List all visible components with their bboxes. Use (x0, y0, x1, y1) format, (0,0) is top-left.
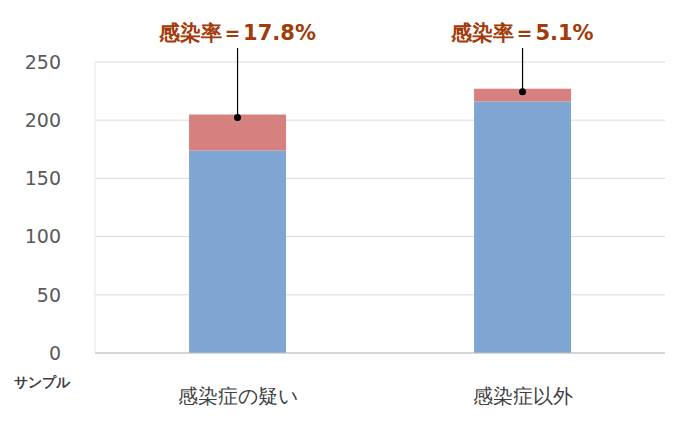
svg-text:200: 200 (25, 109, 61, 131)
svg-text:100: 100 (25, 225, 61, 247)
svg-text:感染率＝17.8%: 感染率＝17.8% (158, 21, 316, 45)
svg-text:0: 0 (49, 342, 61, 364)
svg-text:感染率＝5.1%: 感染率＝5.1% (450, 21, 593, 45)
svg-text:150: 150 (25, 167, 61, 189)
svg-text:50: 50 (37, 284, 61, 306)
svg-text:感染症以外: 感染症以外 (473, 384, 573, 408)
svg-text:感染症の疑い: 感染症の疑い (178, 384, 298, 408)
html-text:サンプル: サンプル (14, 374, 70, 390)
svg-text:250: 250 (25, 51, 61, 73)
